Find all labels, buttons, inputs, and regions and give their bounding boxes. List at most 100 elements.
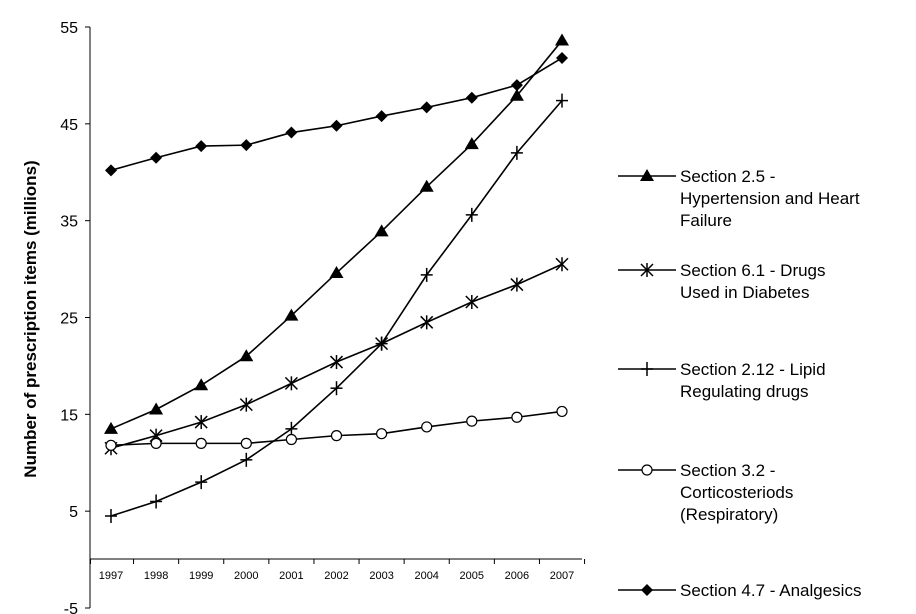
data-point: [194, 415, 208, 430]
data-point: [420, 267, 433, 282]
series-layer: [104, 33, 569, 524]
data-point: [150, 151, 163, 164]
x-tick-label: 2000: [234, 570, 258, 582]
legend-marker: [640, 169, 654, 181]
data-point: [374, 224, 389, 237]
data-point: [510, 79, 523, 92]
data-point: [330, 430, 343, 442]
data-point: [421, 421, 433, 433]
data-point: [284, 308, 299, 321]
legend-marker: [641, 584, 653, 596]
data-point: [239, 349, 254, 362]
series-plus: [105, 93, 568, 524]
data-point: [239, 397, 253, 412]
data-point: [375, 110, 388, 123]
data-point: [150, 437, 162, 449]
x-tick-label: 1997: [99, 570, 123, 582]
data-point: [240, 139, 253, 152]
data-point: [556, 93, 568, 108]
data-point: [195, 437, 207, 449]
data-point: [284, 376, 298, 391]
x-tick-label: 2001: [279, 570, 303, 582]
legend-label: Section 2.5 -: [680, 167, 775, 186]
series-asterisk: [104, 257, 569, 456]
data-point: [556, 51, 568, 64]
data-point: [240, 437, 252, 449]
x-tick-label: 2003: [369, 570, 393, 582]
data-point: [105, 509, 117, 524]
data-point: [195, 140, 208, 153]
data-point: [420, 315, 434, 330]
axes: -5 5 15 25 35 45 55 1997 1998 1999 2000 2001 2002 200…: [60, 20, 586, 614]
legend: Section 2.5 - Hypertension and Heart Failu…: [618, 167, 861, 600]
data-point: [511, 411, 523, 423]
data-point: [419, 179, 434, 192]
data-point: [194, 378, 209, 391]
legend-item: Section 6.1 - Drugs Used in Diabetes: [618, 261, 826, 302]
data-point: [330, 381, 343, 396]
data-point: [375, 336, 388, 351]
x-tick-label: 2002: [324, 570, 348, 582]
legend-marker: [641, 464, 653, 476]
data-point: [509, 88, 524, 101]
legend-label: Corticosteriods: [680, 483, 793, 502]
legend-item: Section 4.7 - Analgesics: [618, 581, 861, 600]
data-point: [104, 421, 118, 434]
y-tick-label: 25: [60, 311, 78, 328]
data-point: [240, 452, 253, 467]
legend-label: Failure: [680, 211, 732, 230]
data-point: [510, 277, 524, 292]
data-point: [556, 405, 568, 418]
legend-label: Section 6.1 - Drugs: [680, 261, 826, 280]
legend-label: Hypertension and Heart: [680, 189, 860, 208]
x-tick-label: 2005: [460, 570, 484, 582]
data-point: [329, 265, 344, 278]
data-point: [150, 494, 163, 509]
legend-item: Section 2.12 - Lipid Regulating drugs: [618, 360, 826, 401]
data-point: [330, 119, 343, 132]
legend-label: Regulating drugs: [680, 382, 809, 401]
data-point: [465, 295, 479, 310]
data-point: [465, 207, 478, 222]
x-tick-label: 2004: [414, 570, 438, 582]
y-tick-label: 55: [60, 20, 78, 37]
y-tick-label: 15: [60, 407, 78, 424]
y-axis-label: Number of prescription items (millions): [21, 160, 40, 477]
y-tick-label: 35: [60, 214, 78, 231]
legend-item: Section 3.2 - Corticosteriods (Respiratory…: [618, 461, 793, 524]
x-tick-label: 1999: [189, 570, 213, 582]
legend-label: Section 3.2 -: [680, 461, 775, 480]
series-line: [110, 40, 563, 430]
legend-marker: [640, 263, 654, 277]
data-point: [420, 101, 433, 114]
data-point: [149, 402, 164, 415]
y-axis-label-group: Number of prescription items (millions): [21, 160, 40, 477]
series-line: [110, 57, 563, 172]
x-tick-label: 1998: [144, 570, 168, 582]
y-tick-label: 45: [60, 117, 78, 134]
data-point: [105, 439, 117, 451]
legend-item: Section 2.5 - Hypertension and Heart Failu…: [618, 167, 860, 230]
series-line: [110, 100, 563, 517]
data-point: [555, 257, 569, 272]
series-triangle: [104, 33, 569, 434]
legend-label: Used in Diabetes: [680, 283, 809, 302]
data-point: [555, 33, 569, 46]
legend-marker: [641, 362, 653, 376]
data-point: [464, 137, 479, 150]
data-point: [195, 475, 208, 490]
data-point: [285, 433, 297, 446]
x-tick-label: 2006: [505, 570, 529, 582]
y-tick-label: -5: [64, 601, 78, 614]
y-tick-label: 5: [69, 504, 78, 521]
data-point: [510, 145, 523, 160]
x-tick-label: 2007: [550, 570, 574, 582]
legend-label: Section 4.7 - Analgesics: [680, 581, 861, 600]
data-point: [466, 415, 478, 427]
data-point: [329, 355, 344, 370]
data-point: [285, 126, 298, 139]
legend-label: Section 2.12 - Lipid: [680, 360, 826, 379]
data-point: [465, 91, 478, 104]
data-point: [105, 164, 117, 177]
